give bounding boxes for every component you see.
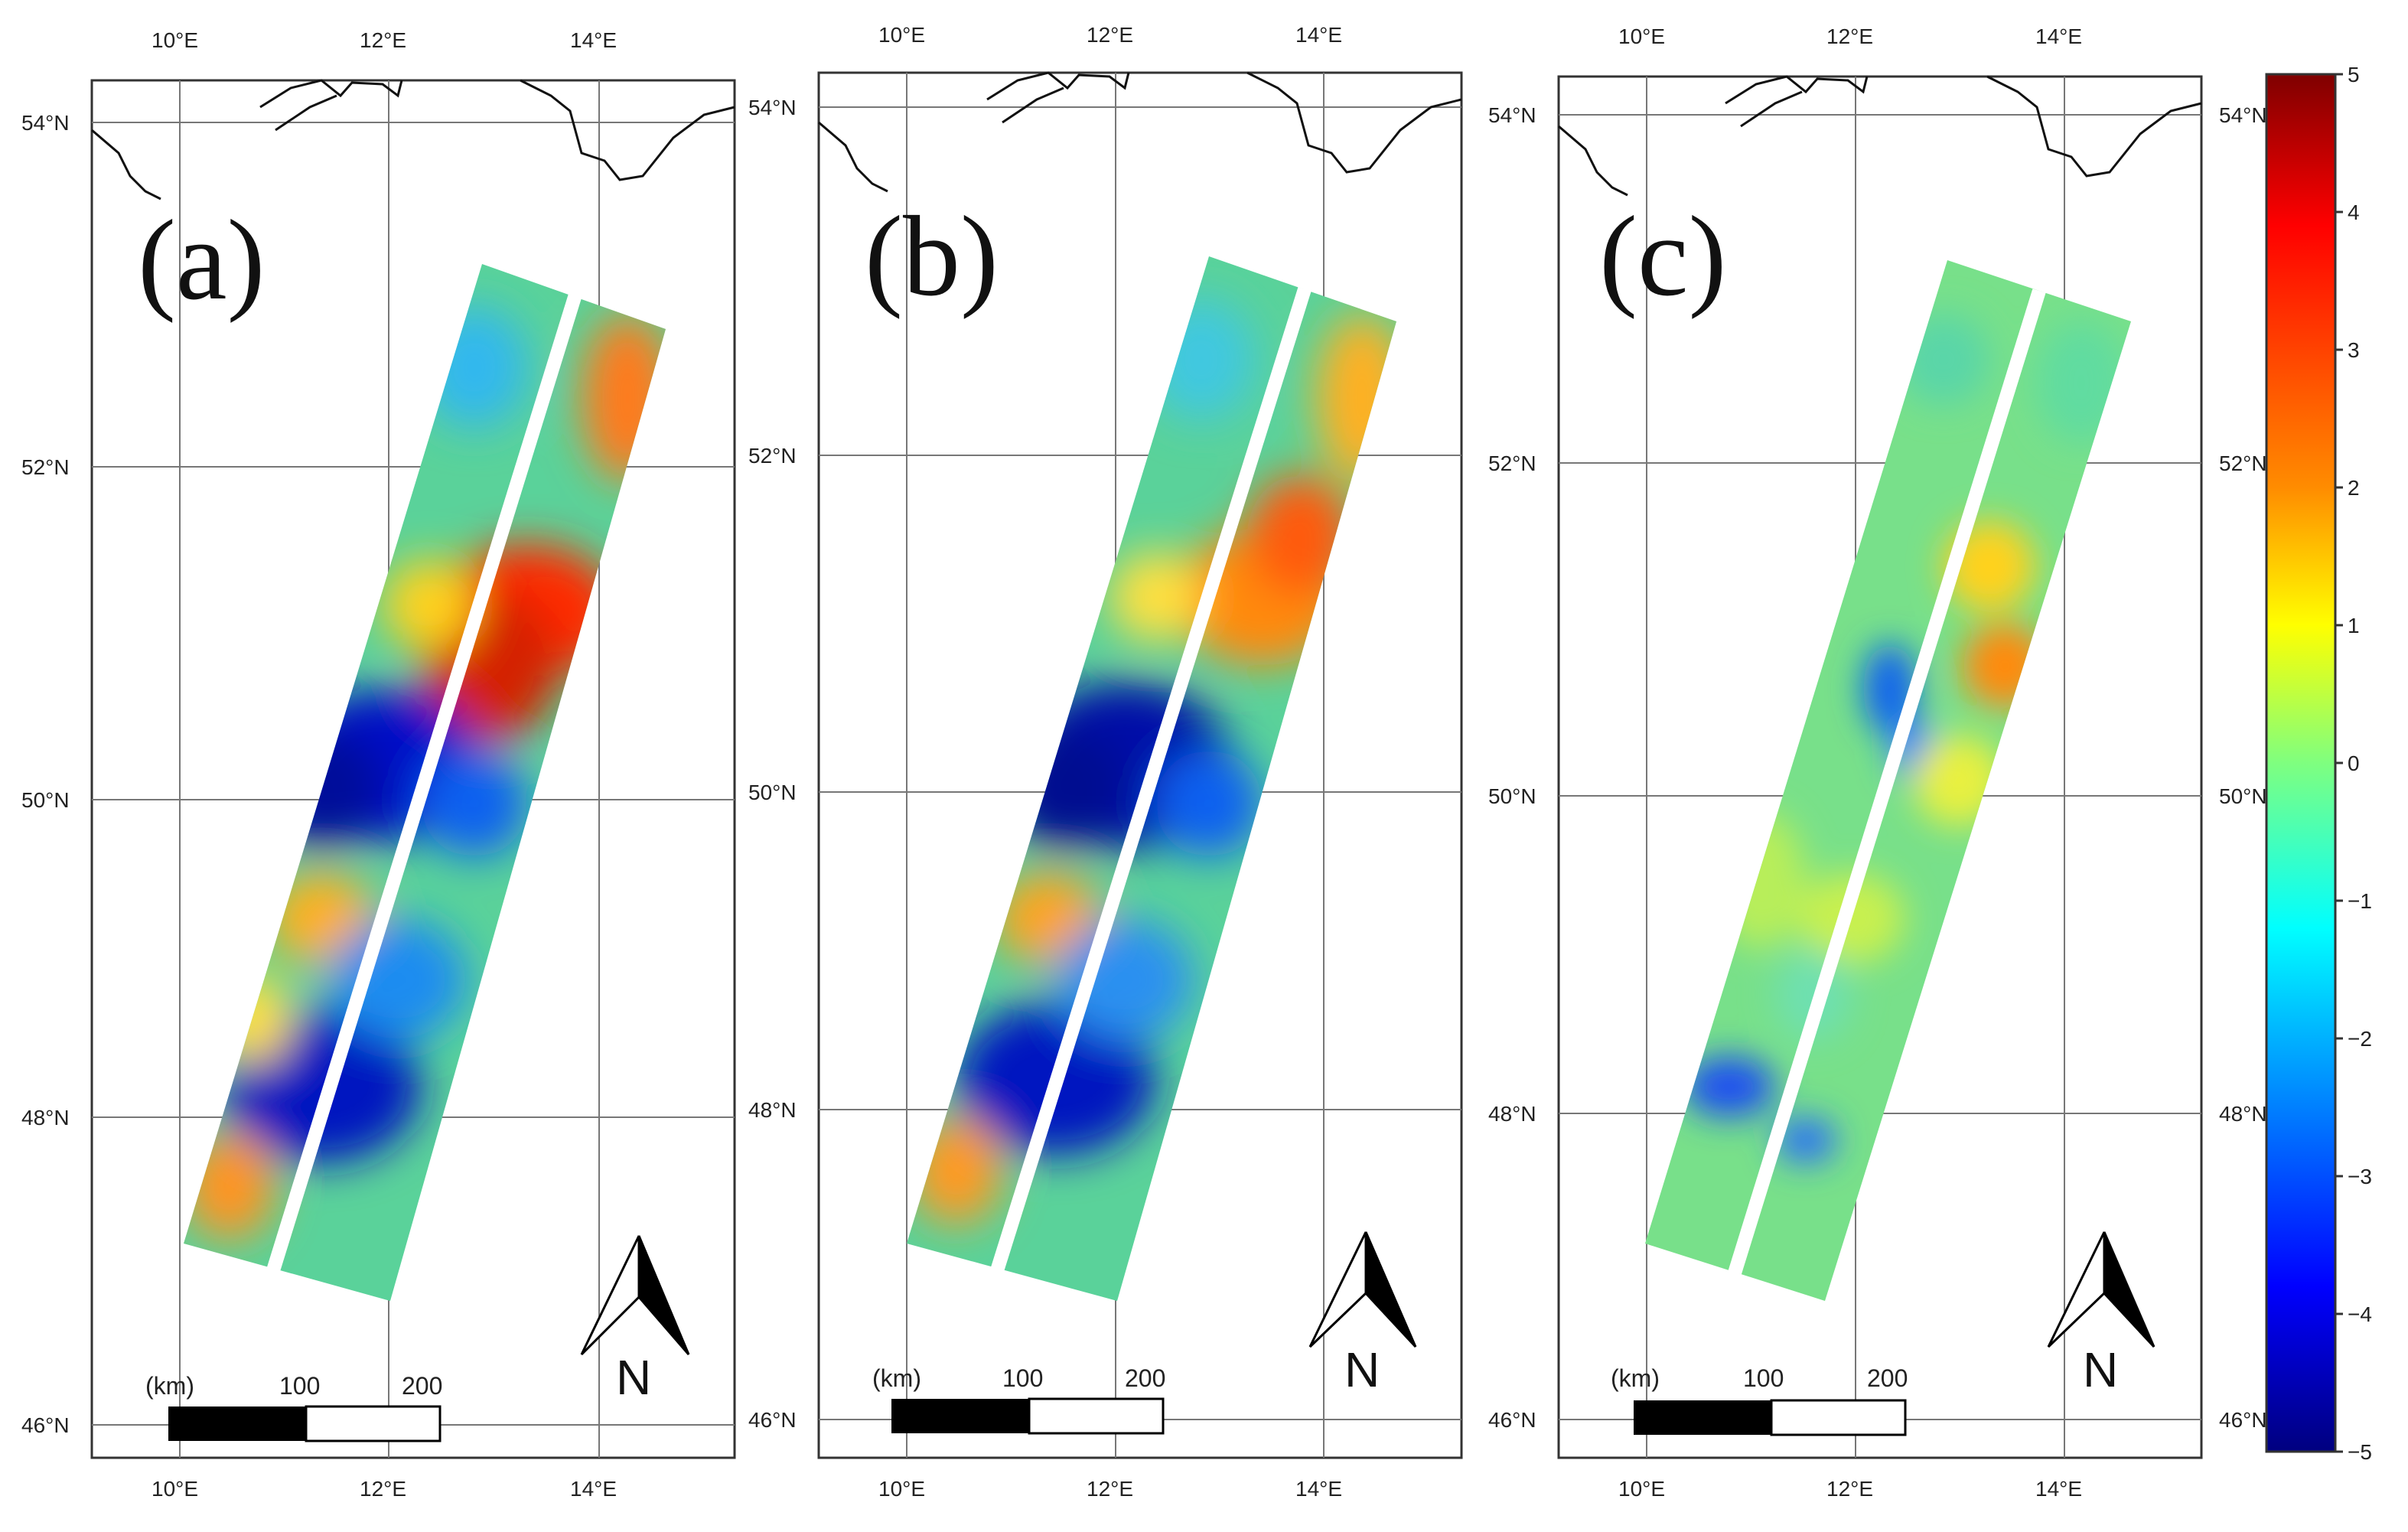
lat-label-right: 54°N — [2219, 103, 2267, 127]
colorbar-ramp — [2265, 73, 2337, 1453]
scale-label-100: 100 — [1002, 1364, 1043, 1392]
lon-label-bottom: 10°E — [152, 1477, 198, 1501]
lat-label: 54°N — [748, 96, 797, 119]
scale-bar: (km) 100 200 — [1611, 1364, 1908, 1436]
lat-label: 54°N — [1488, 103, 1536, 127]
colorbar-tick-label: 3 — [2348, 338, 2360, 362]
colorbar-tick-label: 4 — [2348, 200, 2360, 224]
north-label: N — [1344, 1342, 1380, 1397]
lon-label-top: 12°E — [1826, 24, 1873, 48]
colorbar-tick-label: 5 — [2348, 63, 2360, 86]
lon-label-bottom: 12°E — [1826, 1477, 1873, 1501]
lat-label: 48°N — [21, 1106, 70, 1129]
panel-label: (b) — [865, 193, 999, 320]
lat-label: 46°N — [748, 1408, 797, 1432]
lat-label: 50°N — [1488, 784, 1536, 808]
lon-label-bottom: 14°E — [570, 1477, 617, 1501]
colorbar-tick-label: −5 — [2348, 1440, 2372, 1464]
scale-label-100: 100 — [1743, 1364, 1784, 1392]
lat-label: 48°N — [748, 1098, 797, 1122]
lat-label: 52°N — [1488, 451, 1536, 475]
colorbar-tick-label: −1 — [2348, 889, 2372, 913]
colorbar-tick-label: 2 — [2348, 476, 2360, 500]
lat-label-right: 46°N — [2219, 1408, 2267, 1432]
colorbar-tick-label: −3 — [2348, 1165, 2372, 1188]
coastline — [1558, 75, 2202, 197]
lon-label-top: 12°E — [1087, 23, 1133, 47]
lon-label-top: 14°E — [1295, 23, 1342, 47]
colorbar-tick-label: 0 — [2348, 751, 2360, 775]
lon-label-top: 14°E — [2035, 24, 2082, 48]
lon-label-top: 10°E — [152, 28, 198, 52]
coastline — [818, 71, 1462, 193]
lon-label-bottom: 10°E — [1618, 1477, 1665, 1501]
north-arrow-icon: N — [580, 1235, 690, 1405]
scale-label-200: 200 — [1867, 1364, 1908, 1392]
north-label: N — [616, 1350, 651, 1405]
scale-label-200: 200 — [1125, 1364, 1165, 1392]
lat-label: 54°N — [21, 111, 70, 135]
lon-label-top: 14°E — [570, 28, 617, 52]
lat-label-right: 48°N — [2219, 1102, 2267, 1126]
scale-bar: (km) 100 200 — [872, 1364, 1165, 1435]
lon-label-bottom: 14°E — [1295, 1477, 1342, 1501]
lat-label: 50°N — [21, 788, 70, 812]
colorbar-tick-label: 1 — [2348, 614, 2360, 637]
scale-label-100: 100 — [279, 1372, 320, 1400]
lat-label: 52°N — [748, 444, 797, 468]
lat-label: 46°N — [1488, 1408, 1536, 1432]
scale-unit: (km) — [1611, 1364, 1660, 1392]
colorbar-tick-label: −2 — [2348, 1027, 2372, 1051]
colorbar-ticks: 5 4 3 2 1 0 −1 −2 −3 −4 −5 — [2335, 63, 2372, 1464]
data-gap — [988, 287, 1312, 1280]
north-arrow-icon: N — [2047, 1231, 2155, 1397]
panel-label: (a) — [138, 197, 265, 324]
coastline — [91, 79, 735, 200]
lon-label-top: 12°E — [360, 28, 406, 52]
north-arrow-icon: N — [1308, 1231, 1417, 1397]
lon-label-bottom: 14°E — [2035, 1477, 2082, 1501]
scale-unit: (km) — [872, 1364, 921, 1392]
lon-label-top: 10°E — [878, 23, 925, 47]
scale-unit: (km) — [145, 1372, 194, 1400]
lat-label: 52°N — [21, 455, 70, 479]
lat-label-right: 50°N — [2219, 784, 2267, 808]
panel-a: (a) 10°E 12°E 14°E 10°E 12°E 14°E 54°N 5… — [21, 28, 736, 1501]
data-gap — [1726, 288, 2046, 1280]
lon-label-top: 10°E — [1618, 24, 1665, 48]
lat-label-right: 52°N — [2219, 451, 2267, 475]
panel-b: (b) 10°E 12°E 14°E 10°E 12°E 14°E 54°N 5… — [748, 23, 1463, 1501]
colorbar-tick-label: −4 — [2348, 1302, 2372, 1326]
north-label: N — [2083, 1342, 2118, 1397]
lat-label: 50°N — [748, 781, 797, 804]
lon-label-bottom: 12°E — [1087, 1477, 1133, 1501]
colorbar: 5 4 3 2 1 0 −1 −2 −3 −4 −5 — [2265, 63, 2372, 1464]
lon-label-bottom: 12°E — [360, 1477, 406, 1501]
panel-label: (c) — [1599, 193, 1726, 320]
lon-label-bottom: 10°E — [878, 1477, 925, 1501]
scale-label-200: 200 — [402, 1372, 442, 1400]
lat-label: 48°N — [1488, 1102, 1536, 1126]
scale-bar: (km) 100 200 — [145, 1372, 442, 1442]
lat-label: 46°N — [21, 1413, 70, 1437]
panel-c: (c) 10°E 12°E 14°E 10°E 12°E 14°E 54°N 5… — [1488, 24, 2267, 1501]
